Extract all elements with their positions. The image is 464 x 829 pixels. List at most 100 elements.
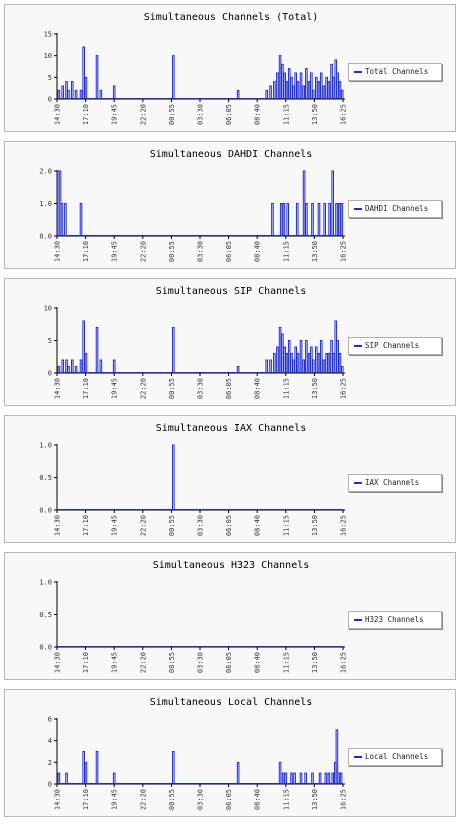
data-spike-local-6 [172,751,175,784]
data-spike-dahdi-6 [279,203,283,236]
data-spike-total-29 [305,68,308,99]
x-tick-label-iax-3: 22:20 [139,515,147,536]
x-tick-label-h323-2: 19:45 [111,652,119,673]
legend-sip: SIP Channels [348,337,442,355]
x-tick-label-total-7: 08:40 [254,104,262,125]
data-spike-sip-44 [340,366,344,373]
data-spike-total-41 [334,59,338,99]
data-spike-total-15 [269,85,272,99]
chart-panel-sip: Simultaneous SIP Channels 0 5 10 14:30 17:10 1… [4,278,456,406]
x-tick-label-iax-0: 14:30 [54,515,62,536]
data-spike-total-10 [99,89,103,99]
legend-label-sip: SIP Channels [365,341,420,350]
data-spike-total-37 [325,76,328,99]
data-spike-total-6 [79,89,83,99]
x-tick-label-local-0: 14:30 [54,789,62,810]
x-tick-label-total-6: 06:05 [225,104,233,125]
data-spike-total-39 [330,63,333,99]
x-tick-label-iax-4: 00:55 [168,515,176,536]
data-spike-sip-33 [315,346,318,373]
data-spike-sip-20 [283,346,286,373]
data-spike-dahdi-4 [79,203,83,236]
y-tick-label-sip-0: 0 [48,370,52,378]
y-tick-label-total-2: 10 [44,52,52,60]
x-tick-label-dahdi-5: 03:30 [197,241,205,262]
data-spike-local-12 [293,772,296,784]
x-tick-label-dahdi-9: 13:50 [311,241,319,262]
data-spike-sip-2 [65,359,68,373]
data-spike-dahdi-8 [286,203,290,236]
data-spike-local-11 [290,772,293,784]
chart-svg-total: Simultaneous Channels (Total) 0 5 10 15 14:30… [44,12,348,125]
x-tick-label-h323-8: 11:15 [282,652,290,673]
data-spike-local-21 [335,729,339,784]
data-spike-total-5 [74,89,78,99]
data-spike-total-14 [265,89,269,99]
data-spike-local-8 [278,761,282,784]
data-spike-total-21 [285,81,289,99]
data-spike-sip-39 [330,340,333,373]
x-tick-label-total-3: 22:20 [139,104,147,125]
legend-swatch-dahdi [354,208,362,210]
x-tick-label-local-10: 16:25 [340,789,348,810]
chart-panel-h323: Simultaneous H323 Channels 0.0 0.5 1.0 14:30… [4,552,456,680]
x-tick-label-h323-6: 06:05 [225,652,233,673]
data-spike-local-4 [95,751,99,784]
data-spike-dahdi-13 [317,203,321,236]
data-spike-sip-3 [67,366,70,373]
y-tick-label-total-3: 15 [44,31,52,39]
y-tick-label-total-1: 5 [48,74,52,82]
data-spike-dahdi-16 [331,170,335,236]
data-spike-local-22 [337,772,341,784]
legend-label-dahdi: DAHDI Channels [365,204,429,213]
y-tick-label-local-1: 2 [48,759,52,767]
chart-panel-iax: Simultaneous IAX Channels 0.0 0.5 1.0 14:30 1… [4,415,456,543]
data-spike-local-7 [236,761,240,784]
x-tick-label-dahdi-4: 00:55 [168,241,176,262]
legend-local: Local Channels [348,748,442,766]
data-spike-total-30 [307,81,311,99]
data-spike-sip-21 [285,353,289,373]
data-spike-total-22 [287,68,291,99]
data-spike-total-35 [319,72,323,99]
x-tick-label-total-9: 13:50 [311,104,319,125]
x-tick-label-sip-10: 16:25 [340,378,348,399]
data-spike-sip-6 [79,359,83,373]
legend-swatch-total [354,71,362,73]
legend-label-h323: H323 Channels [365,615,424,624]
x-tick-label-h323-4: 00:55 [168,652,176,673]
data-spike-total-3 [67,89,70,99]
data-spike-sip-12 [172,327,175,373]
data-spike-local-2 [82,751,85,784]
data-spike-total-44 [340,89,344,99]
x-tick-label-local-8: 11:15 [282,789,290,810]
x-tick-label-sip-4: 00:55 [168,378,176,399]
legend-total: Total Channels [348,63,442,81]
x-tick-label-dahdi-2: 19:45 [111,241,119,262]
data-spike-sip-13 [236,366,240,373]
data-spike-total-20 [283,72,286,99]
x-tick-label-iax-9: 13:50 [311,515,319,536]
x-tick-label-local-4: 00:55 [168,789,176,810]
data-spike-local-1 [65,772,68,784]
data-spike-sip-37 [325,353,328,373]
data-spike-sip-7 [82,320,85,373]
data-spike-sip-40 [332,353,336,373]
x-tick-label-sip-6: 06:05 [225,378,233,399]
x-tick-label-h323-7: 08:40 [254,652,262,673]
x-tick-label-sip-0: 14:30 [54,378,62,399]
x-tick-label-local-9: 13:50 [311,789,319,810]
data-spike-dahdi-2 [60,203,64,236]
data-spike-total-19 [281,63,284,99]
y-tick-label-iax-0: 0.0 [39,507,52,515]
legend-swatch-iax [354,482,362,484]
data-spike-total-2 [65,81,68,99]
x-tick-label-iax-8: 11:15 [282,515,290,536]
x-tick-label-iax-1: 17:10 [82,515,90,536]
data-spike-sip-0 [57,366,61,373]
data-spike-total-38 [327,81,331,99]
data-spike-total-7 [82,46,85,99]
data-spike-sip-27 [299,340,303,373]
chart-svg-iax: Simultaneous IAX Channels 0.0 0.5 1.0 14:30 1… [39,423,347,536]
data-spike-total-33 [315,76,318,99]
